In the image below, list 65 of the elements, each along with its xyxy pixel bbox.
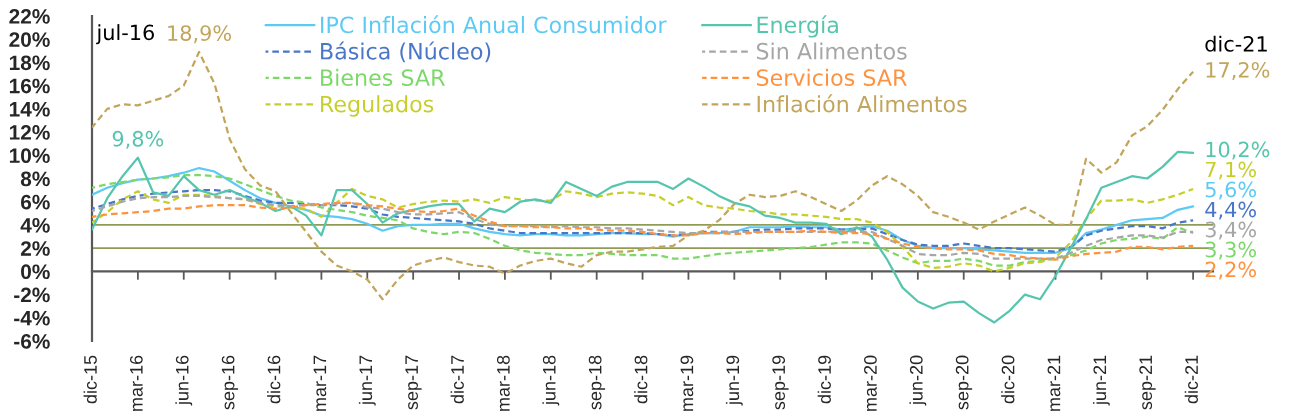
x-tick-label: jun-20 <box>909 355 927 406</box>
line-series <box>92 189 1195 253</box>
x-tick-label: dic-21 <box>1184 355 1198 404</box>
y-tick-label: 22% <box>9 9 50 24</box>
x-tick-label: dic-17 <box>450 355 464 404</box>
annotation: dic-21 <box>1205 35 1267 52</box>
x-tick-label: sep-17 <box>405 355 422 410</box>
y-tick-label: -4% <box>14 310 50 326</box>
data-label: 3,4% <box>1205 221 1257 240</box>
y-tick-label: 10% <box>9 148 50 164</box>
x-tick-label: sep-19 <box>772 355 789 410</box>
y-tick-label: 2% <box>20 241 50 256</box>
x-tick-label: jun-19 <box>725 355 743 406</box>
y-tick-label: -6% <box>14 334 50 349</box>
data-label: 2,2% <box>1205 261 1257 280</box>
line-series <box>92 150 1195 324</box>
x-tick-label: jun-16 <box>175 355 193 406</box>
data-label: 3,3% <box>1205 241 1257 260</box>
legend-label: IPC Inflación Anual Consumidor <box>321 15 667 34</box>
x-tick-label: jun-17 <box>358 355 376 406</box>
y-tick-label: 6% <box>20 194 50 210</box>
legend-label: Básica (Núcleo) <box>321 41 491 63</box>
data-label: 4,4% <box>1205 201 1257 220</box>
x-tick-label: dic-15 <box>83 355 97 404</box>
x-tick-label: sep-21 <box>1139 355 1156 410</box>
x-tick-label: mar-19 <box>680 355 694 411</box>
data-label: 9,8% <box>112 130 164 149</box>
x-tick-label: jun-21 <box>1092 355 1110 406</box>
y-tick-label: 0% <box>21 264 50 280</box>
x-tick-label: sep-18 <box>588 355 606 410</box>
x-tick-label: sep-16 <box>221 355 239 410</box>
legend-label: Regulados <box>321 95 434 117</box>
x-tick-label: mar-18 <box>496 355 510 411</box>
line-series <box>92 166 1195 254</box>
legend-label: Bienes SAR <box>321 68 445 87</box>
y-tick-label: 20% <box>9 32 50 47</box>
x-tick-label: dic-18 <box>634 355 648 404</box>
legend-label: Servicios SAR <box>756 68 907 87</box>
legend-label: Energía <box>757 15 838 38</box>
x-tick-label: mar-16 <box>129 355 143 411</box>
x-tick-label: mar-21 <box>1047 355 1061 411</box>
legend-label: Sin Alimentos <box>756 42 907 60</box>
line-series <box>92 187 1195 273</box>
y-tick-label: -2% <box>14 287 50 303</box>
x-tick-label: dic-16 <box>267 355 281 404</box>
x-tick-label: jun-18 <box>542 355 560 406</box>
y-tick-label: 8% <box>20 171 50 187</box>
legend-label: Inflación Alimentos <box>757 94 967 113</box>
y-tick-label: 16% <box>9 78 50 94</box>
y-tick-label: 18% <box>9 55 50 71</box>
data-label: 18,9% <box>168 25 231 44</box>
data-label: 7,1% <box>1205 161 1257 180</box>
x-tick-label: dic-20 <box>1001 355 1015 404</box>
annotation: jul-16 <box>96 24 154 45</box>
x-tick-label: mar-20 <box>864 355 877 411</box>
y-tick-label: 4% <box>20 217 50 233</box>
x-tick-label: dic-19 <box>817 355 831 404</box>
y-tick-label: 12% <box>9 125 50 140</box>
x-tick-label: mar-17 <box>313 355 327 411</box>
data-label: 17,2% <box>1206 62 1270 80</box>
data-label: 10,2% <box>1206 141 1270 160</box>
y-tick-label: 14% <box>9 101 50 117</box>
line-series <box>92 173 1195 267</box>
x-tick-label: sep-20 <box>955 355 973 410</box>
data-label: 5,6% <box>1205 181 1257 200</box>
